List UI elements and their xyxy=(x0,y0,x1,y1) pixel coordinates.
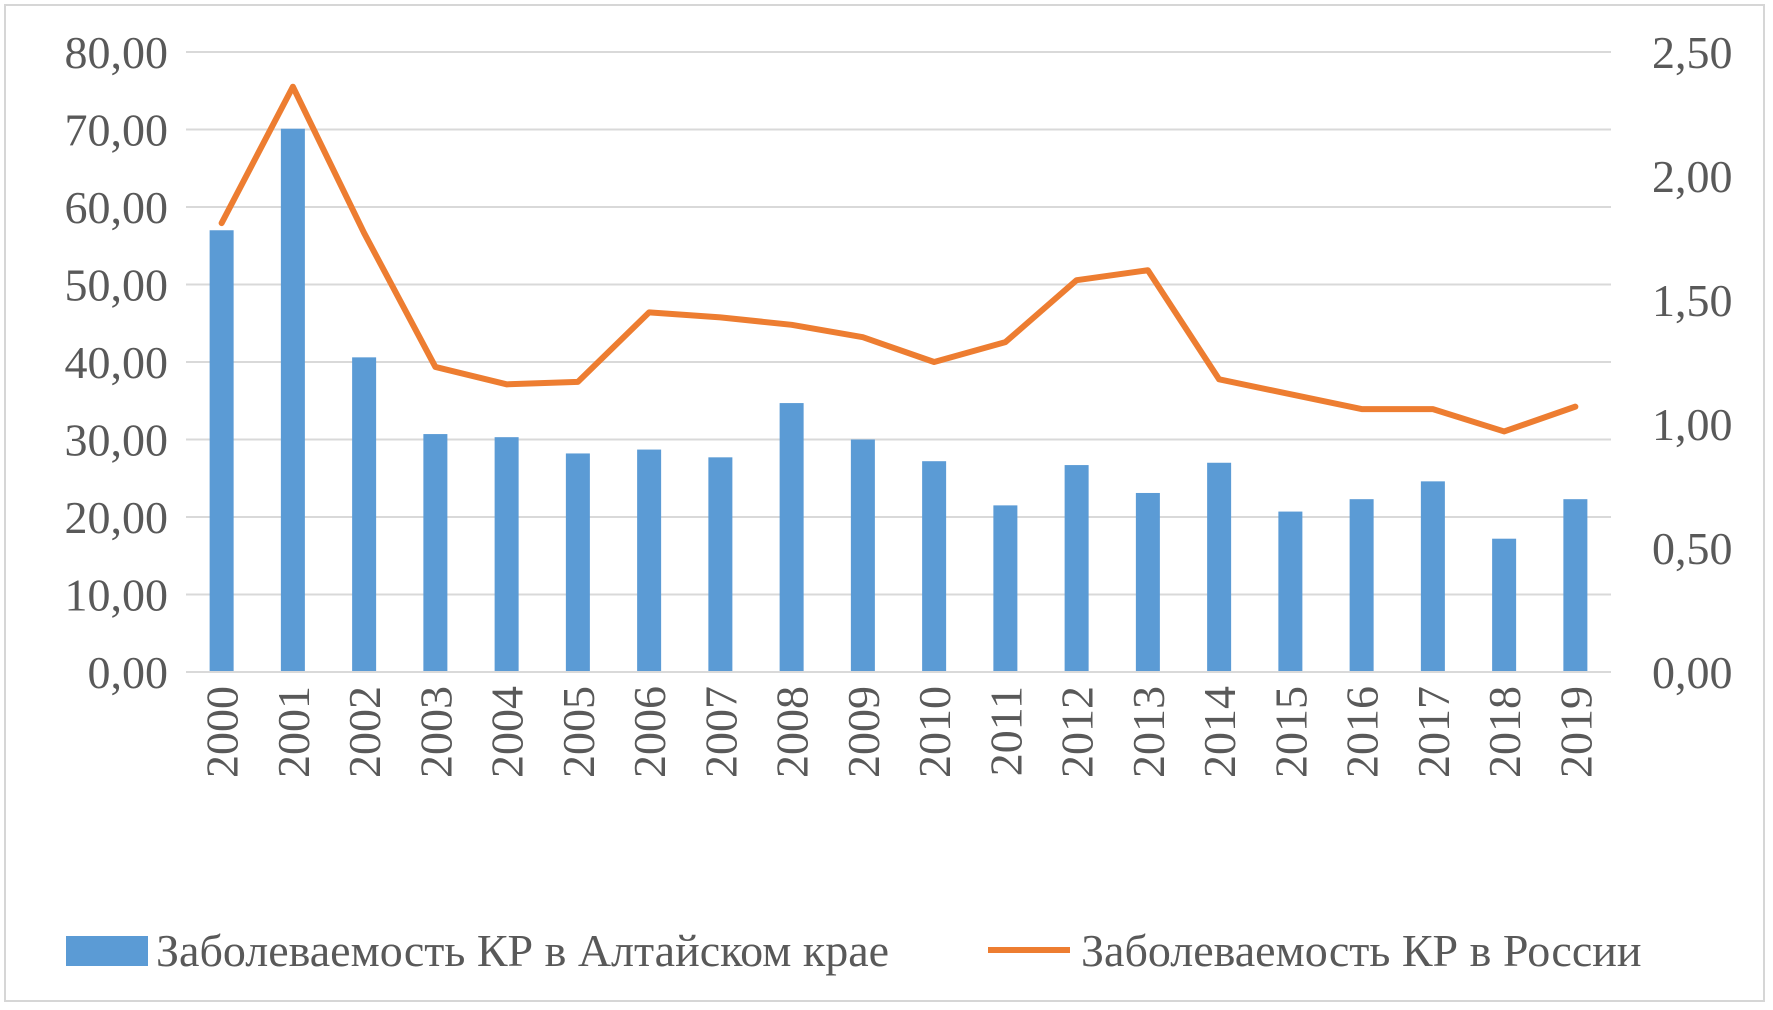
bar-series xyxy=(209,128,1588,673)
bar xyxy=(1207,462,1232,672)
x-tick-label: 2003 xyxy=(410,686,461,778)
left-tick-label: 20,00 xyxy=(65,492,169,543)
x-tick-label: 2017 xyxy=(1408,686,1459,778)
x-axis: 2000 2001 2002 2003 2004 2005 2006 2007 2008 2009… xyxy=(186,671,1611,778)
bar xyxy=(1135,492,1160,672)
left-axis: 0,00 10,00 20,00 30,00 40,00 50,00 60,00 70,00 8… xyxy=(65,27,169,698)
bar xyxy=(423,434,448,672)
x-tick-label: 2007 xyxy=(695,686,746,778)
bar xyxy=(1278,511,1303,672)
bar xyxy=(637,449,662,672)
bar xyxy=(850,439,875,672)
x-tick-label: 2005 xyxy=(553,686,604,778)
right-tick-label: 0,50 xyxy=(1652,523,1733,574)
right-tick-label: 1,50 xyxy=(1652,275,1733,326)
bar xyxy=(494,437,519,672)
legend-label-line: Заболеваемость КР в России xyxy=(1081,925,1641,976)
bar xyxy=(209,230,234,672)
series-line xyxy=(218,83,1579,435)
right-tick-label: 2,00 xyxy=(1652,151,1733,202)
bar xyxy=(779,403,804,672)
x-tick-label: 2000 xyxy=(197,686,248,778)
bar xyxy=(1492,538,1517,672)
legend-swatch-bar xyxy=(66,936,148,966)
left-tick-label: 30,00 xyxy=(65,415,169,466)
x-tick-label: 2002 xyxy=(339,686,390,778)
x-tick-label: 2004 xyxy=(482,686,533,778)
left-tick-label: 0,00 xyxy=(88,647,169,698)
x-tick-label: 2015 xyxy=(1265,686,1316,778)
gridlines xyxy=(186,51,1611,673)
x-tick-label: 2010 xyxy=(909,686,960,778)
bar xyxy=(708,457,733,672)
bar xyxy=(1420,481,1445,672)
bar xyxy=(1349,499,1374,672)
x-tick-label: 2013 xyxy=(1123,686,1174,778)
x-tick-label: 2014 xyxy=(1194,686,1245,778)
right-tick-label: 2,50 xyxy=(1652,27,1733,78)
x-tick-label: 2009 xyxy=(838,686,889,778)
x-tick-label: 2019 xyxy=(1550,686,1601,778)
left-tick-label: 10,00 xyxy=(65,570,169,621)
right-tick-label: 0,00 xyxy=(1652,647,1733,698)
right-axis: 0,00 0,50 1,00 1,50 2,00 2,50 xyxy=(1652,27,1733,698)
right-tick-label: 1,00 xyxy=(1652,399,1733,450)
bar xyxy=(1064,465,1089,672)
line-series xyxy=(218,83,1579,435)
bar xyxy=(993,505,1018,672)
x-tick-label: 2006 xyxy=(624,686,675,778)
x-tick-label: 2011 xyxy=(980,686,1031,776)
bar xyxy=(280,128,305,673)
x-tick-label: 2016 xyxy=(1337,686,1388,778)
bar xyxy=(1563,499,1588,672)
left-tick-label: 50,00 xyxy=(65,260,169,311)
bar xyxy=(922,461,947,672)
legend-label-bar: Заболеваемость КР в Алтайском крае xyxy=(156,925,889,976)
left-tick-label: 80,00 xyxy=(65,27,169,78)
x-tick-label: 2012 xyxy=(1052,686,1103,778)
x-tick-label: 2001 xyxy=(268,686,319,778)
left-tick-label: 40,00 xyxy=(65,337,169,388)
x-tick-label: 2018 xyxy=(1479,686,1530,778)
x-tick-label: 2008 xyxy=(767,686,818,778)
legend: Заболеваемость КР в Алтайском крае Забол… xyxy=(66,925,1641,976)
bar xyxy=(352,357,377,672)
left-tick-label: 70,00 xyxy=(65,105,169,156)
left-tick-label: 60,00 xyxy=(65,182,169,233)
bar xyxy=(565,453,590,672)
